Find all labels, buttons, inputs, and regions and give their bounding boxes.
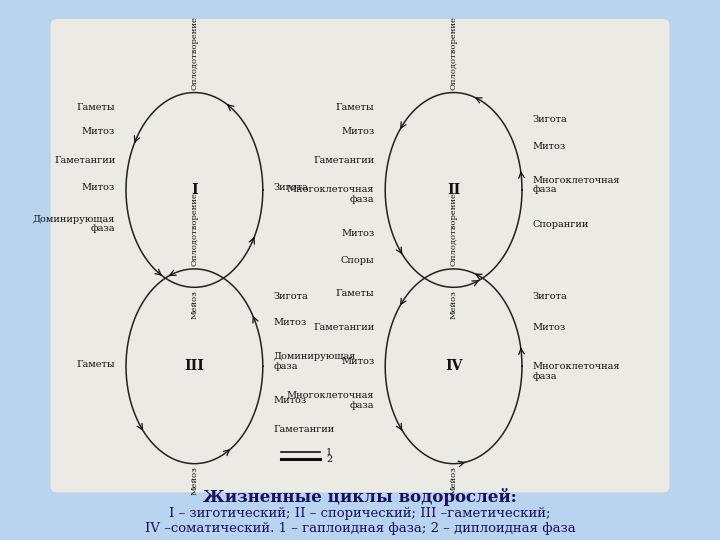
Text: Оплодотворение: Оплодотворение [449, 192, 458, 266]
Text: Гаметы: Гаметы [76, 103, 115, 112]
Text: Многоклеточная
фаза: Многоклеточная фаза [533, 362, 621, 381]
Text: Мейоз: Мейоз [190, 467, 199, 495]
Text: Митоз: Митоз [533, 323, 566, 332]
Text: Зигота: Зигота [533, 116, 567, 124]
Text: I – зиготический; II – спорический; III –гаметический;: I – зиготический; II – спорический; III … [169, 507, 551, 520]
Text: Гаметангии: Гаметангии [313, 323, 374, 332]
Text: Митоз: Митоз [341, 357, 374, 366]
Text: Гаметы: Гаметы [76, 360, 115, 369]
Text: Зигота: Зигота [274, 292, 308, 301]
Text: IV –соматический. 1 – гаплоидная фаза; 2 – диплоидная фаза: IV –соматический. 1 – гаплоидная фаза; 2… [145, 522, 575, 535]
Text: Митоз: Митоз [341, 127, 374, 136]
Text: 1: 1 [326, 448, 333, 457]
Text: Гаметы: Гаметы [336, 289, 374, 298]
Text: Доминирующая
фаза: Доминирующая фаза [33, 215, 115, 233]
Text: Оплодотворение: Оплодотворение [190, 192, 199, 266]
Text: I: I [191, 183, 198, 197]
Text: Оплодотворение: Оплодотворение [190, 16, 199, 90]
Text: Многоклеточная
фаза: Многоклеточная фаза [287, 185, 374, 204]
FancyBboxPatch shape [50, 19, 670, 492]
Text: Митоз: Митоз [533, 141, 566, 151]
Text: Гаметы: Гаметы [336, 103, 374, 112]
Text: Споры: Споры [341, 255, 374, 265]
Text: Гаметангии: Гаметангии [274, 425, 335, 434]
Text: IV: IV [445, 359, 462, 373]
Text: Мейоз: Мейоз [449, 290, 458, 319]
Text: Митоз: Митоз [82, 184, 115, 192]
Text: Спорангии: Спорангии [533, 220, 589, 228]
Text: Многоклеточная
фаза: Многоклеточная фаза [533, 176, 621, 194]
Text: Митоз: Митоз [274, 396, 307, 405]
Text: III: III [184, 359, 204, 373]
Text: II: II [447, 183, 460, 197]
Text: Доминирующая
фаза: Доминирующая фаза [274, 352, 356, 371]
Text: Митоз: Митоз [341, 230, 374, 238]
Text: Зигота: Зигота [274, 184, 308, 192]
Text: Зигота: Зигота [533, 292, 567, 301]
Text: Жизненные циклы водорослей:: Жизненные циклы водорослей: [203, 488, 517, 506]
Text: Митоз: Митоз [274, 318, 307, 327]
Text: Оплодотворение: Оплодотворение [449, 16, 458, 90]
Text: Многоклеточная
фаза: Многоклеточная фаза [287, 391, 374, 410]
Text: Мейоз: Мейоз [190, 290, 199, 319]
Text: 2: 2 [326, 455, 333, 464]
Text: Гаметангии: Гаметангии [54, 156, 115, 165]
Text: Митоз: Митоз [82, 127, 115, 136]
Text: Гаметангии: Гаметангии [313, 156, 374, 165]
Text: Мейоз: Мейоз [449, 467, 458, 495]
